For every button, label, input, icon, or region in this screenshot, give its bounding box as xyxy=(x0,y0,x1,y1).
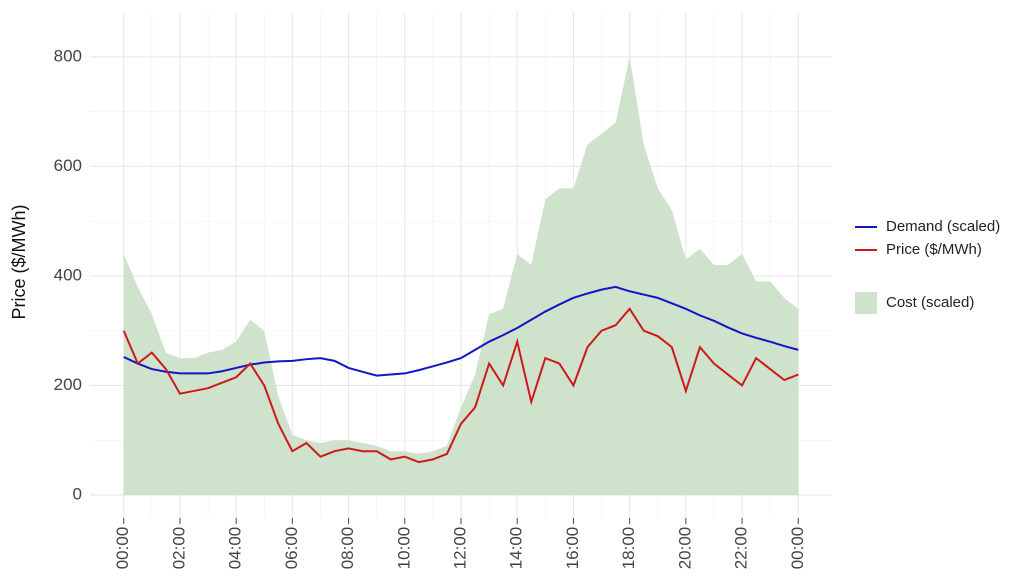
y-tick-label: 200 xyxy=(54,375,82,394)
x-tick-label: 18:00 xyxy=(619,527,638,570)
legend: Demand (scaled) Price ($/MWh) Cost (scaled… xyxy=(855,218,1000,314)
x-tick-label: 00:00 xyxy=(788,527,807,570)
axes: 0 200 400 600 800 00:00 02:00 04:00 06:00 08:00 10… xyxy=(54,46,807,569)
x-tick-label: 04:00 xyxy=(226,527,245,570)
legend-label: Price ($/MWh) xyxy=(886,241,982,258)
x-tick-label: 16:00 xyxy=(563,527,582,570)
x-tick-label: 02:00 xyxy=(169,527,188,570)
x-tick-label: 22:00 xyxy=(732,527,751,570)
x-tick-label: 00:00 xyxy=(113,527,132,570)
x-tick-label: 08:00 xyxy=(338,527,357,570)
area xyxy=(123,56,799,496)
x-tick-label: 06:00 xyxy=(282,527,301,570)
line xyxy=(123,285,799,377)
x-tick-label: 20:00 xyxy=(675,527,694,570)
y-tick-label: 600 xyxy=(54,156,82,175)
legend-swatch xyxy=(855,292,877,314)
x-tick-label: 12:00 xyxy=(450,527,469,570)
legend-label: Demand (scaled) xyxy=(886,218,1000,235)
legend-label: Cost (scaled) xyxy=(886,294,974,311)
plot xyxy=(122,56,799,496)
y-tick-label: 800 xyxy=(54,46,82,65)
x-tick-label: 10:00 xyxy=(394,527,413,570)
y-axis-title: Price ($/MWh) xyxy=(9,204,29,319)
x-tick-label: 14:00 xyxy=(507,527,526,570)
y-tick-label: 400 xyxy=(54,265,82,284)
y-tick-label: 0 xyxy=(73,484,82,503)
line xyxy=(122,307,799,464)
